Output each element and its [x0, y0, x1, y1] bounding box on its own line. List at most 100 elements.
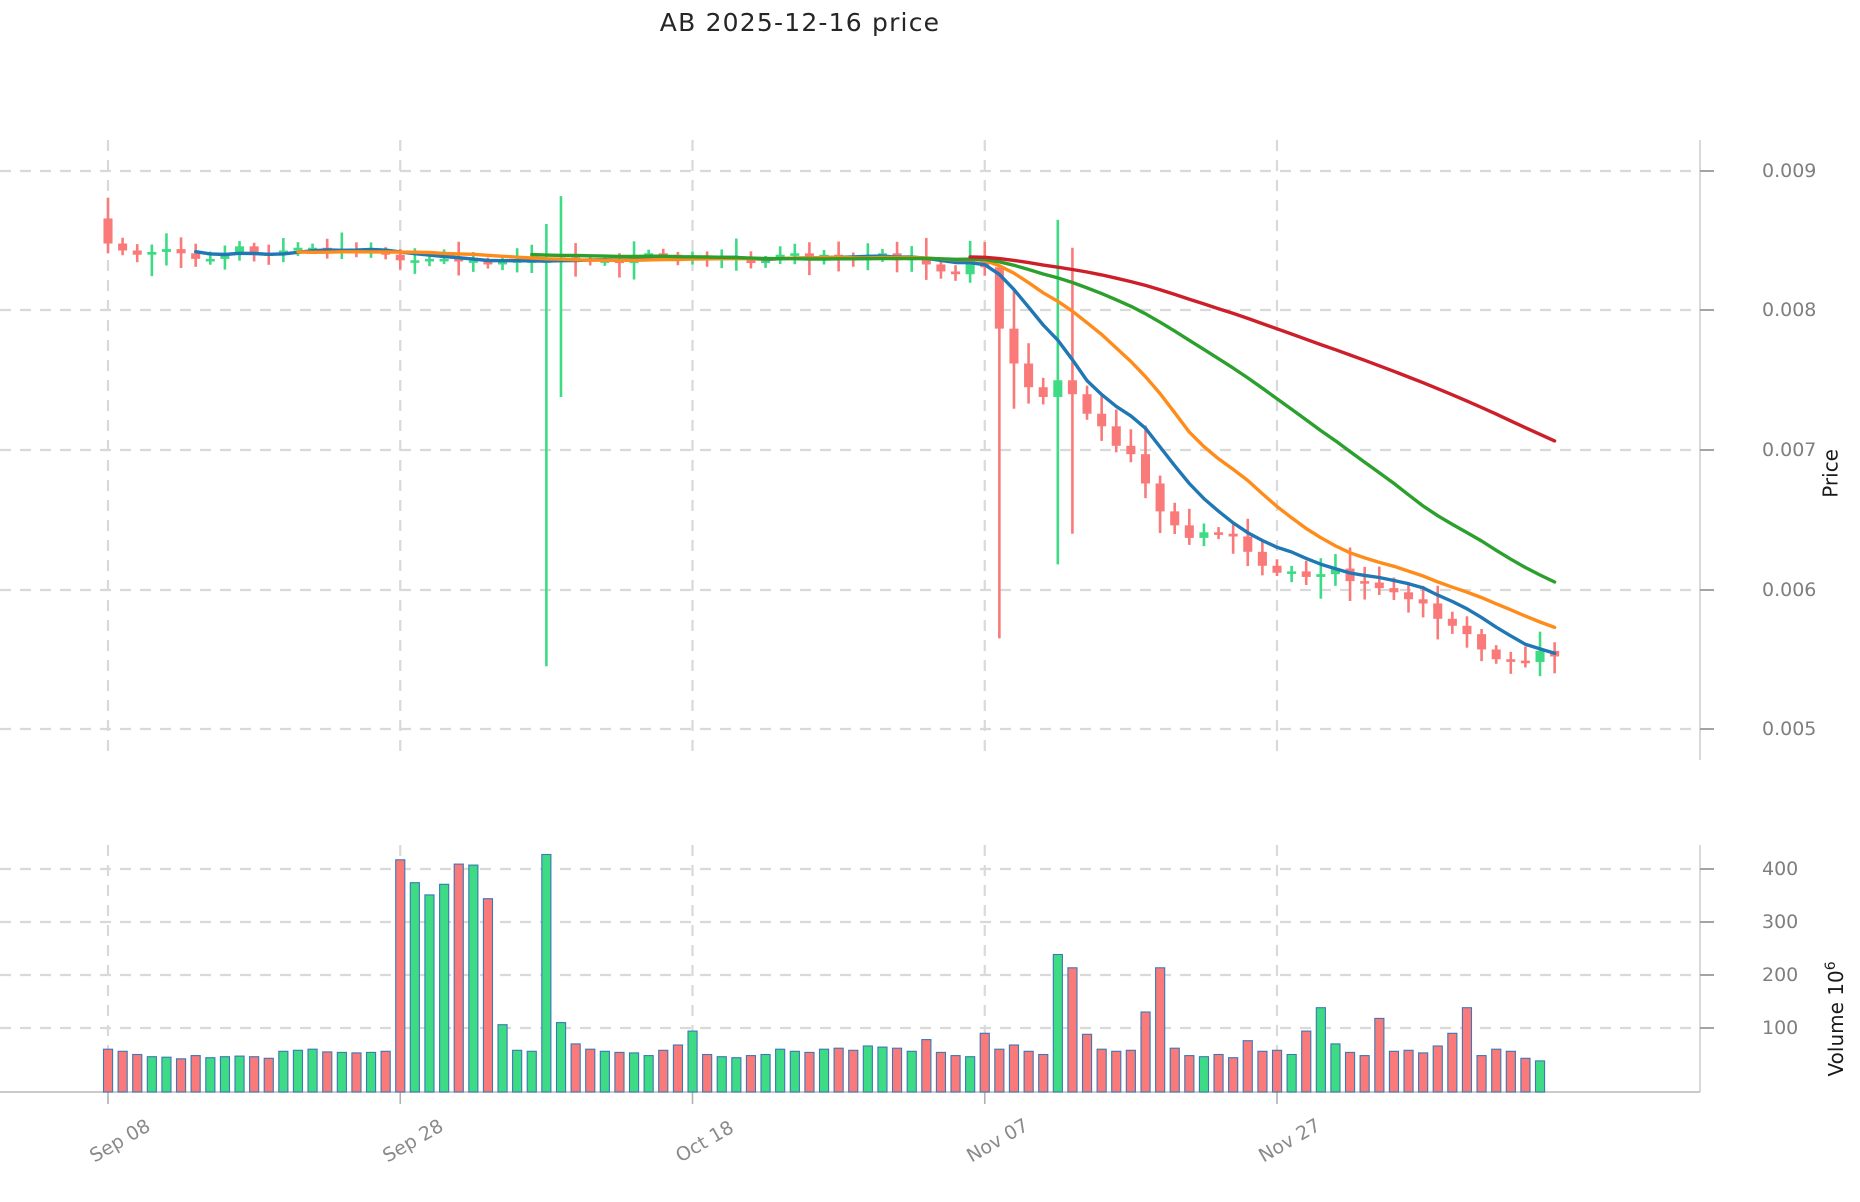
volume-bar [1359, 1055, 1370, 1093]
volume-bar [1476, 1055, 1487, 1093]
volume-bar [1330, 1043, 1341, 1093]
volume-bar [1301, 1030, 1312, 1093]
candlestick [1038, 377, 1048, 405]
candlestick [1272, 559, 1282, 577]
volume-bar [585, 1048, 596, 1093]
volume-bar [307, 1048, 318, 1093]
volume-bar [1344, 1051, 1356, 1093]
candlestick [1506, 651, 1516, 674]
candlestick [1520, 646, 1530, 668]
volume-bar [161, 1056, 172, 1093]
volume-bar [351, 1052, 362, 1093]
volume-bar [336, 1051, 347, 1093]
volume-bar [702, 1053, 713, 1093]
volume-bar [1125, 1049, 1136, 1093]
volume-bar [833, 1047, 844, 1093]
volume-bar [1213, 1053, 1224, 1093]
volume-bar [1534, 1060, 1546, 1093]
volume-bar [453, 863, 464, 1093]
volume-bar [1388, 1050, 1400, 1093]
volume-bar [380, 1050, 391, 1093]
volume-bar [862, 1045, 873, 1093]
candlestick [1199, 523, 1209, 547]
volume-bar [468, 864, 479, 1093]
volume-bar [1038, 1053, 1049, 1093]
candlestick [1287, 565, 1297, 583]
volume-bar [1432, 1045, 1443, 1093]
volume-tick-400: 400 [1762, 858, 1799, 880]
ma-line-xlong [968, 255, 1557, 443]
candlestick [118, 237, 128, 256]
volume-bar [1052, 953, 1063, 1093]
volume-bar [1008, 1044, 1020, 1093]
volume-bar [628, 1052, 640, 1093]
volume-bar [395, 859, 406, 1093]
volume-tick-200: 200 [1762, 964, 1799, 986]
volume-bar [1491, 1048, 1502, 1093]
volume-bar [205, 1057, 216, 1093]
volume-bar [731, 1057, 742, 1093]
volume-bar [278, 1050, 289, 1093]
candlestick [994, 267, 1004, 639]
candlestick [1155, 475, 1165, 534]
volume-bar [760, 1053, 771, 1093]
volume-bar [234, 1055, 245, 1093]
candlestick [103, 197, 113, 254]
candlestick [191, 243, 201, 267]
volume-bar [935, 1051, 947, 1093]
volume-bar [365, 1051, 377, 1093]
price-tick-0006: 0.006 [1762, 579, 1817, 601]
volume-bar [1271, 1049, 1283, 1093]
candlestick [161, 233, 171, 266]
volume-bar [146, 1056, 157, 1093]
volume-bar [994, 1048, 1005, 1093]
volume-bar [263, 1057, 274, 1093]
volume-bar [891, 1047, 903, 1093]
candlestick [1184, 508, 1194, 545]
volume-bar [1081, 1033, 1093, 1093]
volume-bar [1198, 1056, 1210, 1093]
candlestick [1126, 429, 1136, 463]
volume-bar [570, 1043, 581, 1093]
candlestick [1257, 541, 1267, 576]
price-axis-label: Price [1818, 449, 1843, 498]
volume-bar [965, 1056, 976, 1093]
volume-bar [555, 1022, 567, 1093]
volume-bar [249, 1056, 260, 1093]
candlestick [1228, 524, 1238, 554]
candlestick [1111, 409, 1121, 453]
candlestick [1170, 502, 1180, 535]
volume-bar [1169, 1047, 1180, 1093]
candlestick [176, 237, 186, 268]
chart-title: AB 2025-12-16 price [659, 8, 941, 37]
volume-tick-300: 300 [1762, 911, 1799, 933]
candlestick [234, 241, 245, 261]
volume-bar [1023, 1050, 1034, 1093]
candlestick [1477, 629, 1487, 662]
volume-bar [1447, 1032, 1458, 1093]
volume-bar [1418, 1052, 1429, 1093]
ma-line-long [530, 252, 1557, 584]
volume-bar [687, 1030, 698, 1093]
candlestick [1491, 645, 1501, 664]
volume-bar [190, 1055, 201, 1093]
candlestick [1082, 385, 1092, 420]
volume-bar [175, 1058, 187, 1093]
volume-bar [599, 1050, 610, 1093]
volume-bar [1315, 1007, 1326, 1093]
volume-bar [497, 1024, 508, 1093]
volume-bar [921, 1039, 932, 1093]
volume-tick-100: 100 [1762, 1017, 1799, 1039]
volume-bar [789, 1050, 800, 1093]
volume-bar [643, 1055, 654, 1093]
volume-bar [1242, 1040, 1253, 1093]
volume-bar [848, 1049, 859, 1093]
volume-bar [745, 1055, 757, 1093]
candlestick [1462, 616, 1472, 648]
volume-bar [614, 1051, 625, 1093]
volume-bar [1111, 1050, 1122, 1093]
volume-bar [906, 1050, 917, 1093]
price-tick-0007: 0.007 [1762, 439, 1817, 461]
candlestick [1243, 518, 1253, 567]
